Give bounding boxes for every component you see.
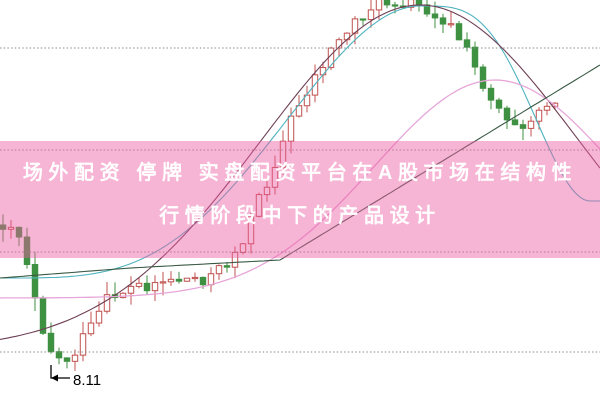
svg-text:8.11: 8.11 bbox=[73, 372, 101, 389]
